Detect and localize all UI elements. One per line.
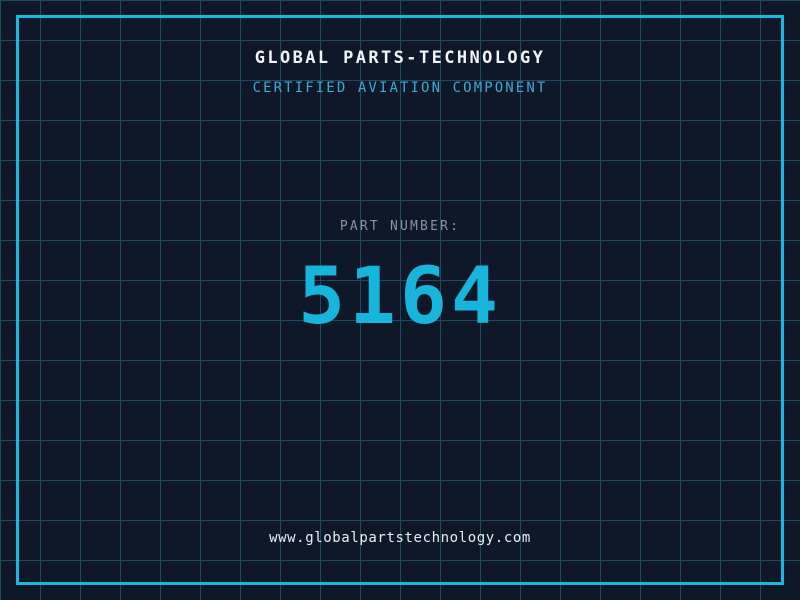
website-url: www.globalpartstechnology.com	[269, 530, 531, 546]
part-number-value: 5164	[298, 252, 502, 342]
certification-subtitle: CERTIFIED AVIATION COMPONENT	[252, 80, 548, 96]
company-title: GLOBAL PARTS-TECHNOLOGY	[254, 48, 546, 68]
part-number-label: PART NUMBER:	[339, 219, 461, 234]
